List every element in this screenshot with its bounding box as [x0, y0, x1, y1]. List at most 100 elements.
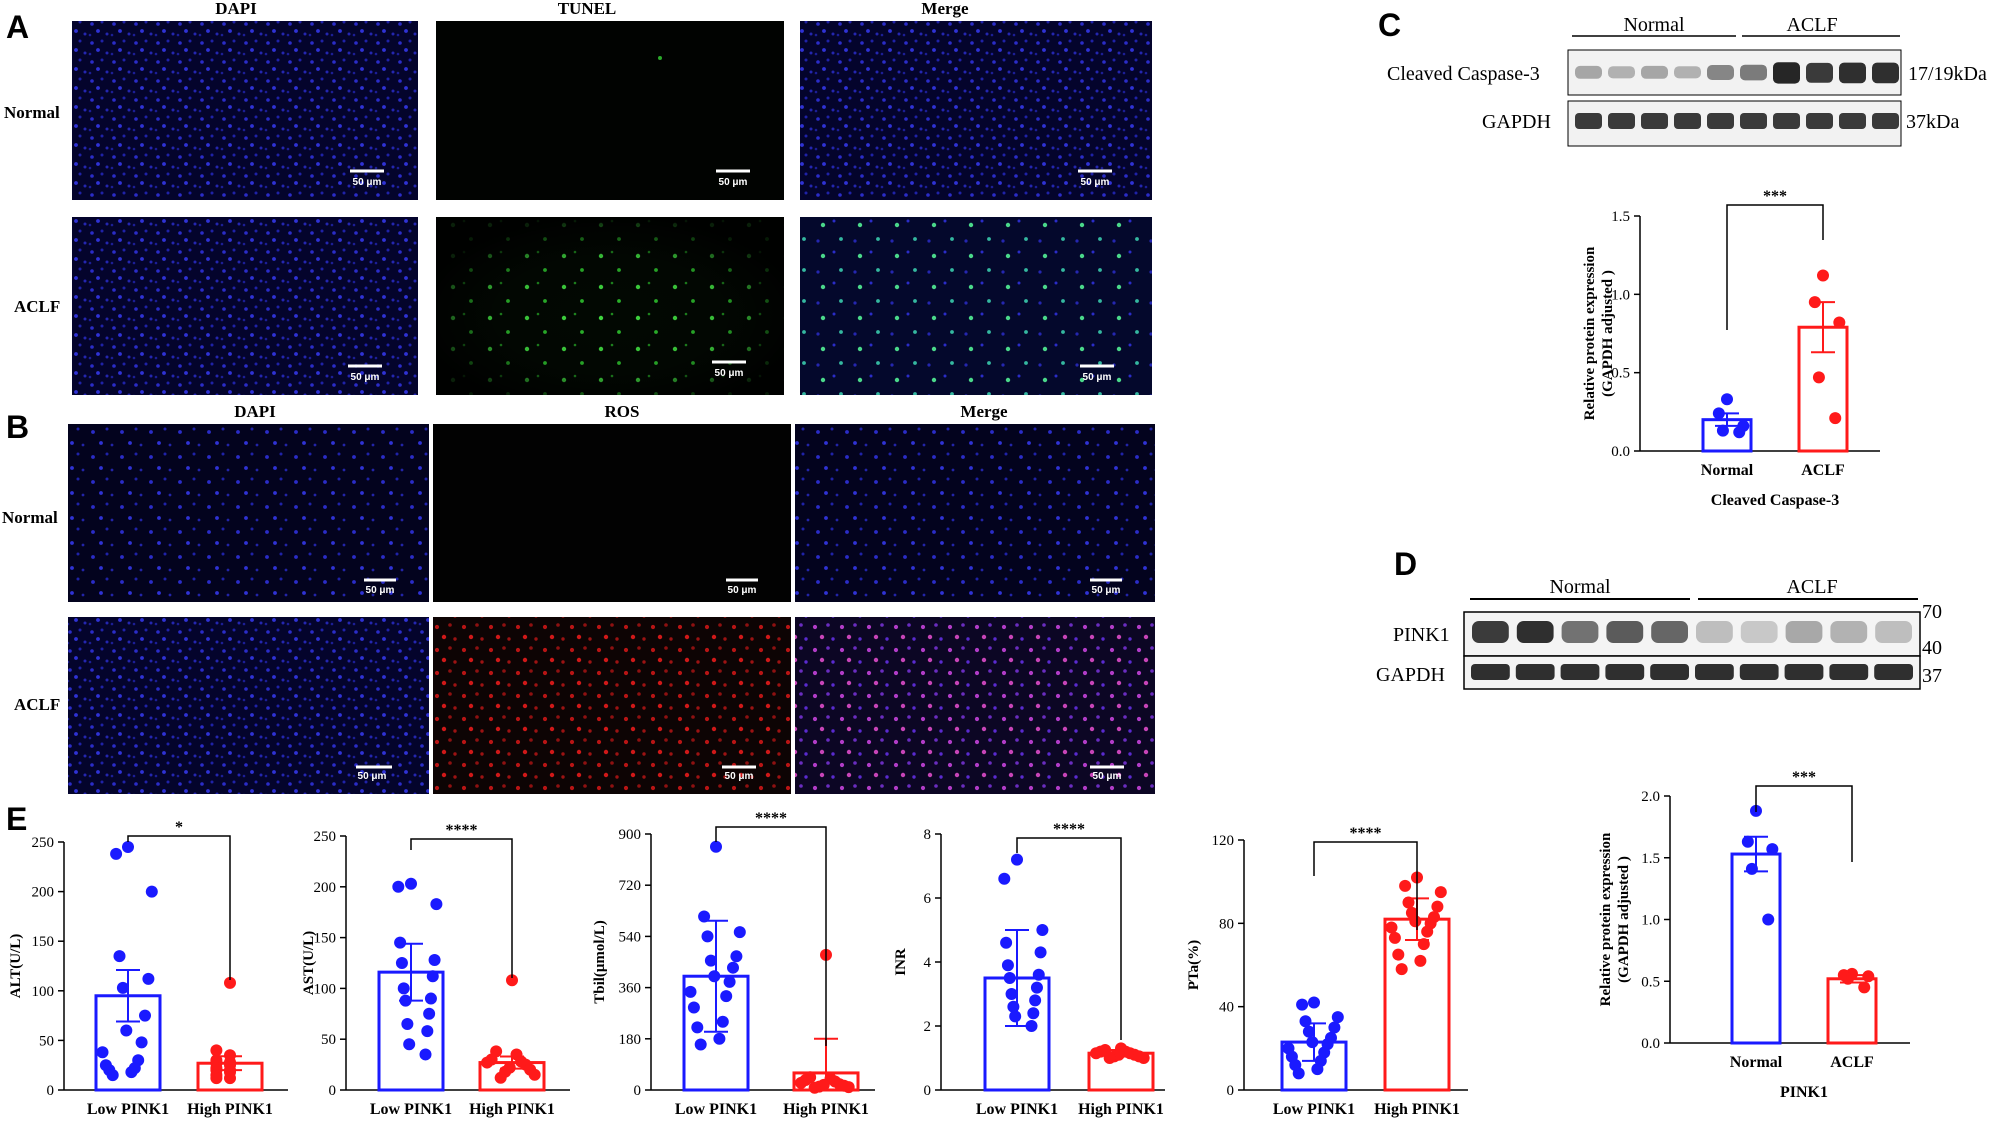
data-point — [122, 840, 134, 853]
svg-text:50 μm: 50 μm — [715, 368, 744, 379]
micrograph-b-normal-ros — [433, 424, 791, 602]
y-tick-label: 50 — [321, 1032, 336, 1048]
category-label: Low PINK1 — [370, 1101, 452, 1118]
blot-c-gapdh-band — [1839, 113, 1866, 129]
data-point — [1009, 1010, 1022, 1023]
panel-b-col-ros: ROS — [605, 402, 640, 421]
blot-d-pink1-band — [1606, 621, 1644, 643]
data-point — [494, 1071, 507, 1084]
data-point — [998, 872, 1011, 885]
blot-c-group-aclf: ACLF — [1786, 14, 1837, 36]
data-point — [1296, 998, 1309, 1011]
blot-d-gapdh-band — [1650, 664, 1689, 680]
blot-c-group-normal: Normal — [1623, 14, 1685, 36]
blot-d-pink1-band — [1561, 621, 1599, 643]
data-point — [1414, 954, 1427, 967]
data-point — [698, 910, 711, 923]
data-point — [528, 1068, 541, 1081]
data-point — [125, 1066, 138, 1079]
panel-a-row-aclf: ACLF — [14, 297, 60, 316]
blot-c-caspase-band — [1575, 65, 1602, 79]
data-point — [1306, 1036, 1319, 1049]
data-point — [730, 950, 743, 963]
y-axis-label: ALT(U/L) — [8, 934, 24, 998]
chart-e-ast: 0 50 100 150 200 250 AST(U/L) Low PINK1 High PIN… — [301, 822, 570, 1118]
category-label: Low PINK1 — [87, 1101, 169, 1118]
data-point — [423, 1007, 436, 1020]
data-point — [110, 847, 123, 860]
data-point — [1858, 981, 1871, 994]
data-point — [1409, 915, 1422, 928]
data-point — [716, 1015, 729, 1028]
data-point — [116, 981, 129, 994]
data-point — [1817, 269, 1829, 282]
y-tick-label: 8 — [924, 827, 932, 843]
y-tick-label: 0 — [634, 1083, 642, 1099]
blot-c-row-label-caspase: Cleaved Caspase-3 — [1387, 63, 1540, 85]
scale-bars-a: 50 μm 50 μm 50 μm 50 μm 50 μm 50 μm — [348, 169, 1114, 383]
x-axis-label: PINK1 — [1780, 1084, 1828, 1101]
category-label: Low PINK1 — [675, 1101, 757, 1118]
data-point — [1385, 921, 1398, 934]
blot-d-pink1-band — [1696, 621, 1733, 643]
y-axis-label: Tbil(μmol/L) — [592, 920, 608, 1004]
significance-label: *** — [1763, 188, 1787, 205]
blot-c-caspase-band — [1872, 62, 1899, 84]
data-point — [224, 1072, 236, 1085]
panel-label-c: C — [1378, 7, 1401, 43]
data-point — [96, 1046, 109, 1059]
y-tick-label: 1.5 — [1611, 209, 1630, 225]
micrograph-b-normal-dapi — [68, 424, 429, 602]
y-tick-label: 0.5 — [1641, 974, 1660, 990]
svg-text:50 μm: 50 μm — [366, 585, 395, 596]
data-point — [1417, 938, 1430, 951]
data-point — [1090, 1047, 1103, 1060]
data-point — [684, 985, 697, 998]
blot-c-row-label-gapdh: GAPDH — [1482, 111, 1551, 133]
data-point — [1712, 407, 1725, 420]
data-point — [1103, 1052, 1116, 1064]
y-tick-label: 0 — [1227, 1083, 1235, 1099]
blot-d-group-aclf: ACLF — [1786, 576, 1837, 598]
chart-d-pink1-bar: 0.0 0.5 1.0 1.5 2.0 Relative protein expressi… — [1598, 769, 1910, 1101]
micrograph-a-normal-merge — [800, 21, 1152, 200]
data-point — [1741, 835, 1754, 848]
blot-d-gapdh-band — [1874, 664, 1913, 680]
y-tick-label: 0 — [924, 1083, 932, 1099]
blot-d-gapdh-band — [1829, 664, 1869, 680]
blot-d-pink1-band — [1472, 621, 1509, 643]
y-tick-label: 200 — [314, 880, 337, 896]
data-point — [795, 1076, 808, 1089]
category-label: Low PINK1 — [1273, 1101, 1355, 1118]
micrograph-a-aclf-tunel-vignette — [436, 217, 784, 395]
significance-label: **** — [1350, 825, 1382, 842]
micrograph-b-aclf-merge — [795, 617, 1155, 794]
blot-d-gapdh-band — [1784, 664, 1824, 680]
data-point — [1007, 1000, 1020, 1013]
data-point — [1331, 1011, 1344, 1024]
data-point — [1292, 1067, 1305, 1080]
panel-a-col-merge: Merge — [921, 0, 969, 18]
panel-b-row-normal: Normal — [2, 508, 58, 527]
significance-label: **** — [446, 822, 478, 839]
significance-bracket — [715, 826, 827, 1046]
data-point — [1402, 896, 1415, 909]
data-point — [426, 970, 439, 983]
y-axis-label: INR — [893, 948, 909, 976]
data-point — [808, 1081, 821, 1094]
data-point — [1434, 886, 1447, 899]
chart-e-tbil: 0 180 360 540 720 900 Tbil(μmol/L) Low PINK1 Hig… — [592, 810, 875, 1118]
data-point — [1011, 853, 1023, 866]
data-point — [1388, 931, 1401, 944]
blot-c-caspase-band — [1674, 66, 1701, 79]
data-point — [506, 974, 518, 987]
svg-text:50 μm: 50 μm — [728, 585, 757, 596]
y-tick-label: 2 — [924, 1019, 932, 1035]
category-label: Low PINK1 — [976, 1101, 1058, 1118]
data-point — [1030, 981, 1043, 994]
panel-label-a: A — [6, 9, 29, 45]
panel-b-row-aclf: ACLF — [14, 695, 60, 714]
data-point — [145, 885, 158, 898]
data-point — [1716, 424, 1729, 437]
data-point — [1005, 988, 1018, 1000]
